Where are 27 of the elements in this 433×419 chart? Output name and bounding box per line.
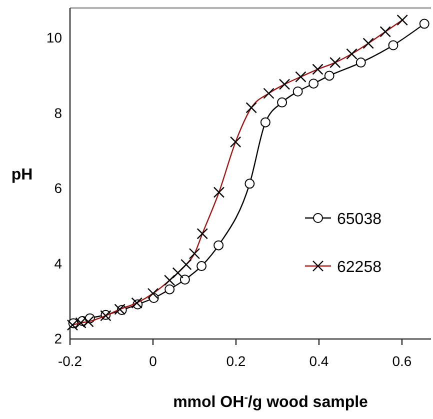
x-tick-label: 0.2 — [226, 353, 246, 370]
x-tick-label: 0 — [149, 353, 158, 370]
y-tick-label: 4 — [54, 255, 62, 272]
point — [324, 70, 334, 81]
point — [196, 261, 207, 272]
point — [214, 240, 224, 250]
x-axis-title: mmol OH$^{-}$/g wood sample — [173, 392, 368, 411]
point — [308, 78, 319, 89]
point — [277, 97, 288, 108]
point — [356, 58, 366, 68]
legend-label: 62258 — [337, 259, 382, 276]
x-tick-label: 0.4 — [309, 353, 329, 370]
point — [388, 40, 398, 50]
point — [244, 178, 255, 189]
point — [260, 117, 270, 128]
y-tick-label: 6 — [54, 180, 62, 196]
y-axis-title: pH — [11, 166, 33, 184]
legend-label: 65038 — [337, 211, 382, 228]
point — [164, 284, 175, 294]
x-tick-label: -0.2 — [58, 353, 82, 370]
point — [292, 86, 303, 96]
y-tick-label: 10 — [46, 30, 62, 46]
point — [180, 274, 190, 285]
x-tick-label: 0.6 — [392, 353, 412, 370]
y-tick-label: 2 — [54, 330, 62, 346]
point — [419, 18, 430, 29]
y-tick-label: 8 — [54, 104, 62, 121]
